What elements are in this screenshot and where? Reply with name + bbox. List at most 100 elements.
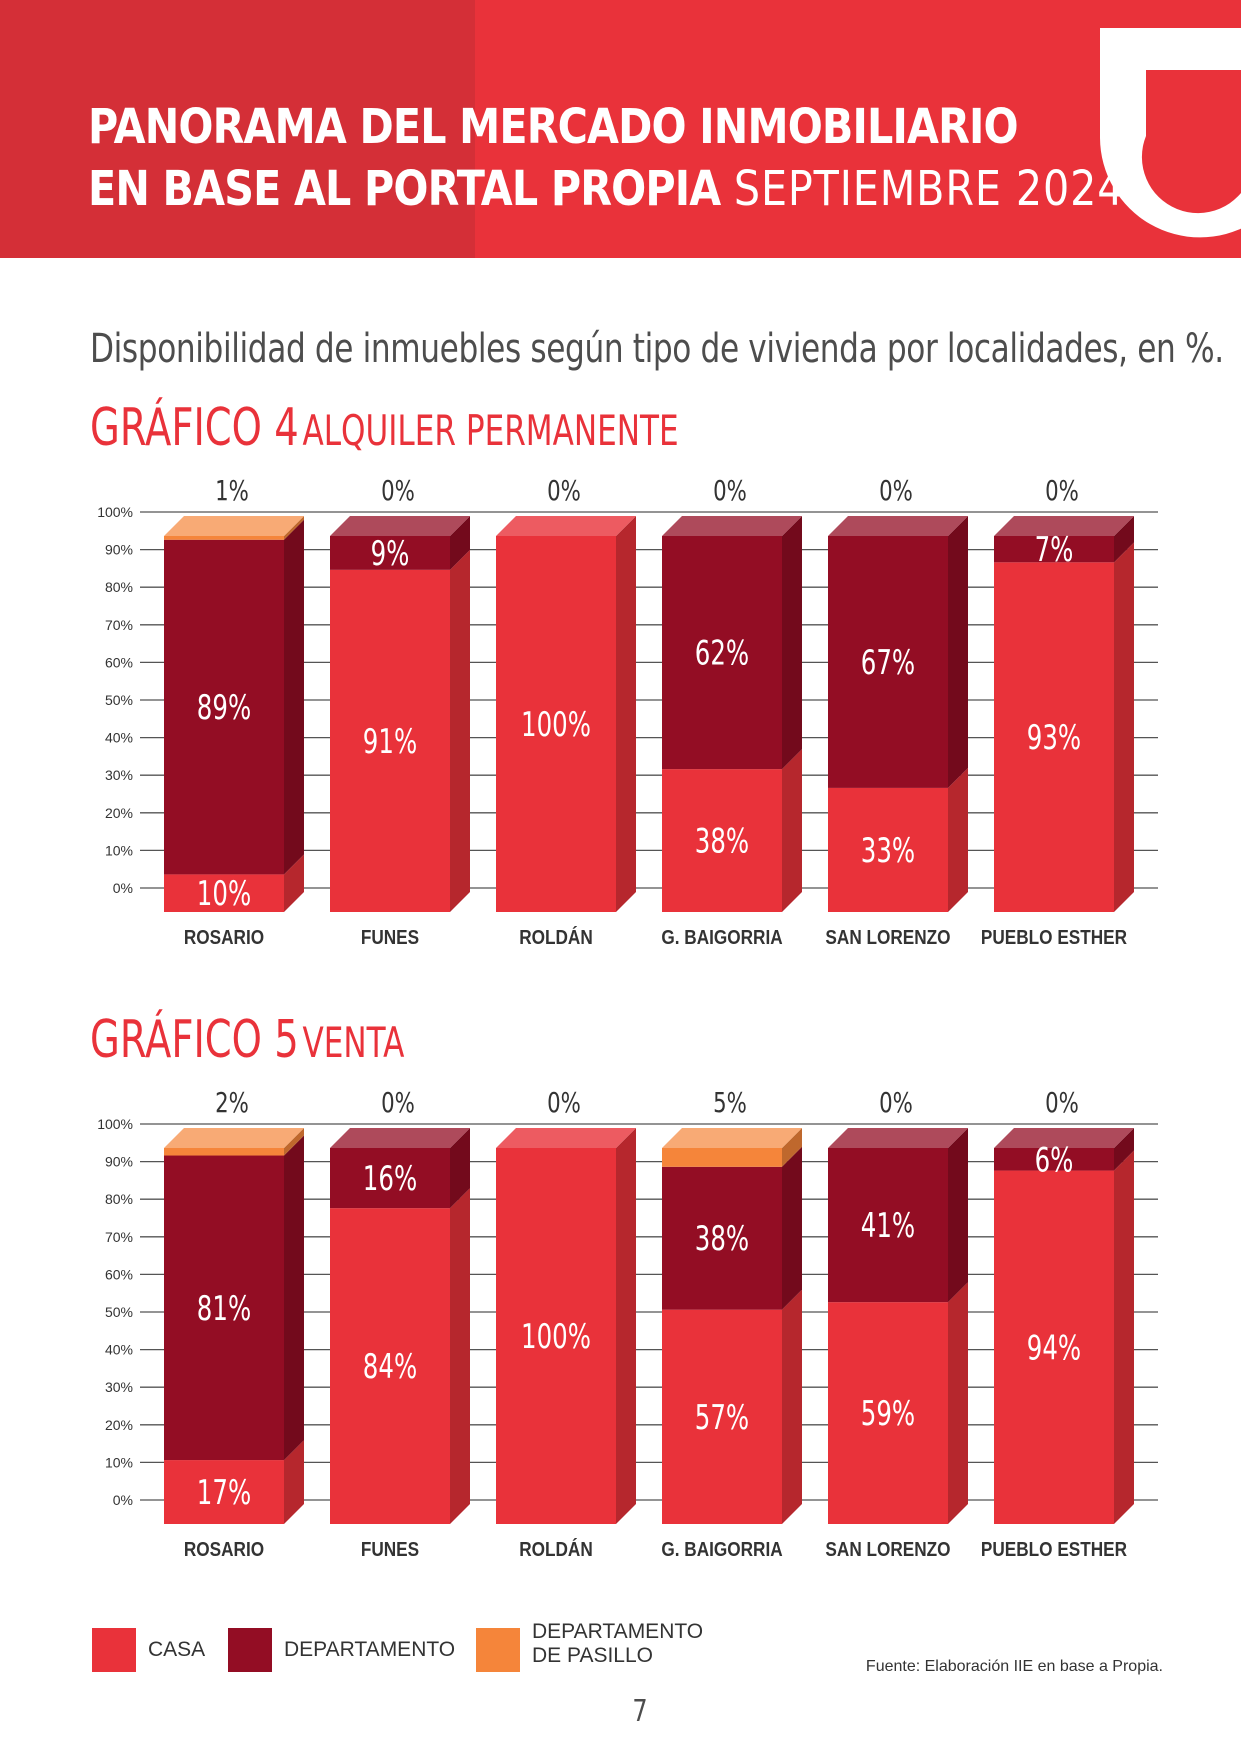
chart4-segment-label: 100% — [521, 705, 591, 744]
chart4-category-label: ROSARIO — [184, 926, 264, 949]
chart5-bar-side — [782, 1289, 802, 1524]
chart4-bar-segment — [828, 787, 948, 912]
chart4-bar-side — [284, 854, 304, 912]
chart4-segment-label: 38% — [695, 822, 749, 861]
chart4-category-label: SAN LORENZO — [825, 926, 950, 949]
chart5-bar-side — [948, 1282, 968, 1524]
chart5-bar-side — [782, 1146, 802, 1310]
chart5-bar-side — [284, 1440, 304, 1524]
chart4-segment-label: 10% — [197, 874, 251, 913]
chart5-y-tick: 40% — [105, 1342, 133, 1358]
chart4-title-prefix: GRÁFICO 4 — [90, 398, 299, 458]
chart4-bar-side — [948, 767, 968, 912]
chart5-y-tick: 20% — [105, 1417, 133, 1433]
chart5-bar-segment — [330, 1208, 450, 1524]
chart5-y-tick: 80% — [105, 1191, 133, 1207]
chart4-y-tick: 0% — [113, 880, 133, 896]
chart5-bar-segment — [164, 1155, 284, 1461]
chart5-y-tick: 50% — [105, 1304, 133, 1320]
chart4-top-label: 0% — [713, 474, 747, 507]
chart4-bar-side — [1114, 542, 1134, 912]
chart5-bar-side — [450, 1128, 470, 1209]
chart4-y-tick: 100% — [97, 504, 133, 520]
chart5-bar-segment — [662, 1148, 782, 1167]
chart4-category-label: PUEBLO ESTHER — [981, 926, 1128, 949]
chart4-bar-segment — [164, 874, 284, 912]
chart4-bar-top — [496, 516, 636, 536]
chart4-bar-top — [164, 516, 304, 536]
legend-label-pasillo: DEPARTAMENTO DE PASILLO — [532, 1620, 703, 1668]
chart5-svg: 0% 10% 20% 30% 40% 50% 60% 70% 80% 90% 100% 17% 81% 2… — [97, 1086, 1158, 1561]
chart5-category-label: PUEBLO ESTHER — [981, 1538, 1128, 1561]
chart4-bar-segment — [662, 536, 782, 770]
chart4-top-label: 0% — [547, 474, 581, 507]
chart5-title-prefix: GRÁFICO 5 — [90, 1010, 299, 1070]
chart5-y-tick: 100% — [97, 1116, 133, 1132]
chart5-segment-label: 6% — [1035, 1140, 1074, 1179]
page-number: 7 — [632, 1694, 648, 1729]
chart5-bar-side — [616, 1128, 636, 1524]
chart5-bar-top — [164, 1128, 304, 1148]
source-note: Fuente: Elaboración IIE en base a Propia… — [865, 1658, 1163, 1675]
chart5-bar-segment — [828, 1302, 948, 1524]
chart5-y-tick: 30% — [105, 1379, 133, 1395]
chart4-segment-label: 33% — [861, 831, 915, 870]
chart5-bar-segment — [662, 1166, 782, 1310]
chart4-bar-top — [994, 516, 1134, 536]
legend-swatch-departamento — [228, 1628, 272, 1672]
chart5-bar-top — [662, 1128, 802, 1148]
chart5-y-tick: 90% — [105, 1154, 133, 1170]
chart4-bar-top — [828, 516, 968, 536]
chart5-bar-segment — [994, 1170, 1114, 1524]
chart4-bar-segment — [994, 562, 1114, 912]
chart4-segment-label: 89% — [197, 688, 251, 727]
chart4-top-label: 0% — [1045, 474, 1079, 507]
chart5-bar-side — [284, 1135, 304, 1461]
chart5-title: GRÁFICO 5 VENTA — [90, 1010, 404, 1070]
header-period: SEPTIEMBRE 2024 — [733, 161, 1125, 217]
chart5-category-label: FUNES — [361, 1538, 419, 1561]
chart4-bar-segment — [164, 536, 284, 540]
chart4-category-label: FUNES — [361, 926, 419, 949]
chart5-bar-segment — [330, 1148, 450, 1209]
chart4-bar-side — [616, 516, 636, 912]
chart5-segment-label: 94% — [1027, 1328, 1081, 1367]
chart5-bar-side — [450, 1188, 470, 1524]
chart5-category-label: ROSARIO — [184, 1538, 264, 1561]
chart4-title-suffix: ALQUILER PERMANENTE — [302, 406, 679, 455]
chart5-title-suffix: VENTA — [302, 1018, 405, 1067]
chart4-bar-side — [450, 516, 470, 570]
chart4-bar-side — [948, 516, 968, 788]
chart4-bar-segment — [330, 569, 450, 912]
chart4-y-tick: 60% — [105, 654, 133, 670]
chart4-y-tick: 50% — [105, 692, 133, 708]
chart4-y-tick: 10% — [105, 842, 133, 858]
chart5-bar-top — [828, 1128, 968, 1148]
chart4-bar-segment — [994, 536, 1114, 563]
chart5-bar-segment — [496, 1148, 616, 1524]
chart4-bar-side — [782, 516, 802, 770]
chart5-bar-segment — [164, 1460, 284, 1524]
header-dark-band — [0, 0, 475, 258]
chart5-segment-label: 84% — [363, 1347, 417, 1386]
chart5-bar-side — [1114, 1150, 1134, 1524]
chart-legend: CASA DEPARTAMENTO DEPARTAMENTO DE PASILL… — [92, 1620, 792, 1674]
chart4-y-tick: 80% — [105, 579, 133, 595]
chart5-top-label: 0% — [1045, 1086, 1079, 1119]
chart4-bar-top — [662, 516, 802, 536]
legend-label-departamento: DEPARTAMENTO — [284, 1638, 456, 1661]
chart5-segment-label: 17% — [197, 1473, 251, 1512]
chart5-bar-segment — [164, 1148, 284, 1156]
legend-label-pasillo-line2: DE PASILLO — [532, 1644, 653, 1667]
chart4-bar-segment — [164, 539, 284, 875]
chart4-top-label: 0% — [381, 474, 415, 507]
chart4-bar-side — [450, 549, 470, 912]
chart5-category-label: ROLDÁN — [519, 1538, 593, 1561]
chart4-segment-label: 93% — [1027, 718, 1081, 757]
chart4-bar-side — [284, 516, 304, 540]
chart4-bar-side — [284, 519, 304, 875]
chart5-top-label: 0% — [547, 1086, 581, 1119]
chart5-bar-top — [994, 1128, 1134, 1148]
chart4-bar-side — [782, 749, 802, 912]
chart5-top-label: 5% — [713, 1086, 747, 1119]
